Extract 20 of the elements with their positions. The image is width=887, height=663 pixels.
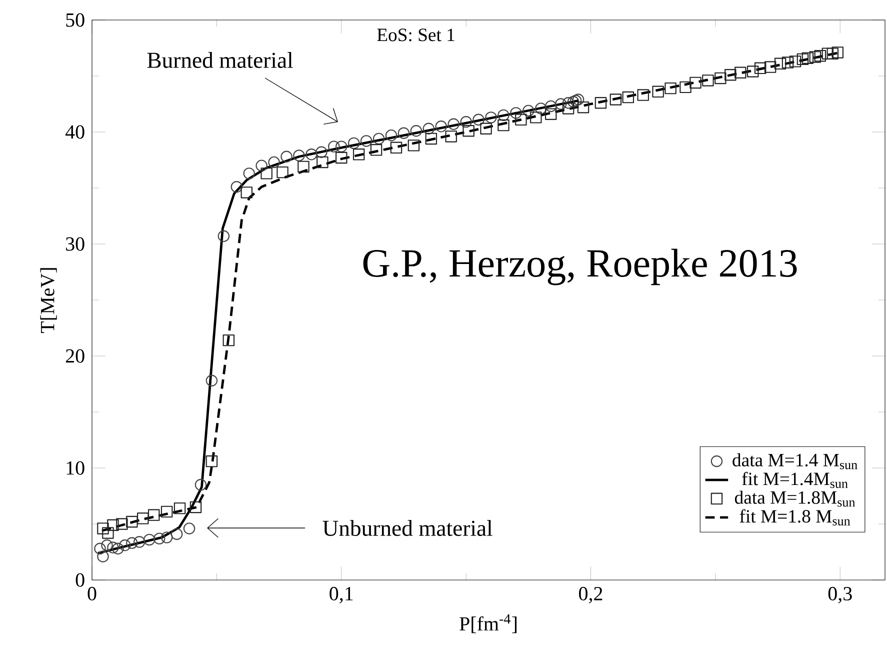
x-tick-label: 0,1 — [330, 586, 353, 604]
x-tick-label: 0,2 — [579, 586, 602, 604]
y-tick-label: 20 — [66, 349, 84, 363]
y-tick-label: 0 — [76, 573, 84, 587]
y-tick-label: 50 — [66, 13, 84, 27]
legend-label: data M=1.8M$_{sun}$ — [734, 490, 856, 507]
legend-label: fit M=1.4M$_{sun}$ — [742, 472, 848, 488]
x-tick-label: 0 — [88, 586, 96, 600]
y-axis-title: T[MeV] — [40, 268, 57, 333]
y-tick-label: 10 — [66, 461, 84, 475]
annotation: EoS: Set 1 — [377, 28, 454, 42]
y-tick-label: 40 — [65, 125, 84, 139]
y-tick-label: 30 — [66, 237, 84, 251]
x-tick-label: 0,3 — [828, 586, 852, 604]
annotation: Unburned material — [322, 520, 492, 536]
legend-label: fit M=1.8 M$_{sun}$ — [740, 509, 850, 526]
annotation: G.P., Herzog, Roepke 2013 — [363, 248, 797, 286]
annotation: Burned material — [147, 52, 293, 68]
legend-label: data M=1.4 M$_{sun}$ — [732, 453, 858, 470]
x-axis-title: P[fm$^{-4}$] — [460, 614, 517, 634]
